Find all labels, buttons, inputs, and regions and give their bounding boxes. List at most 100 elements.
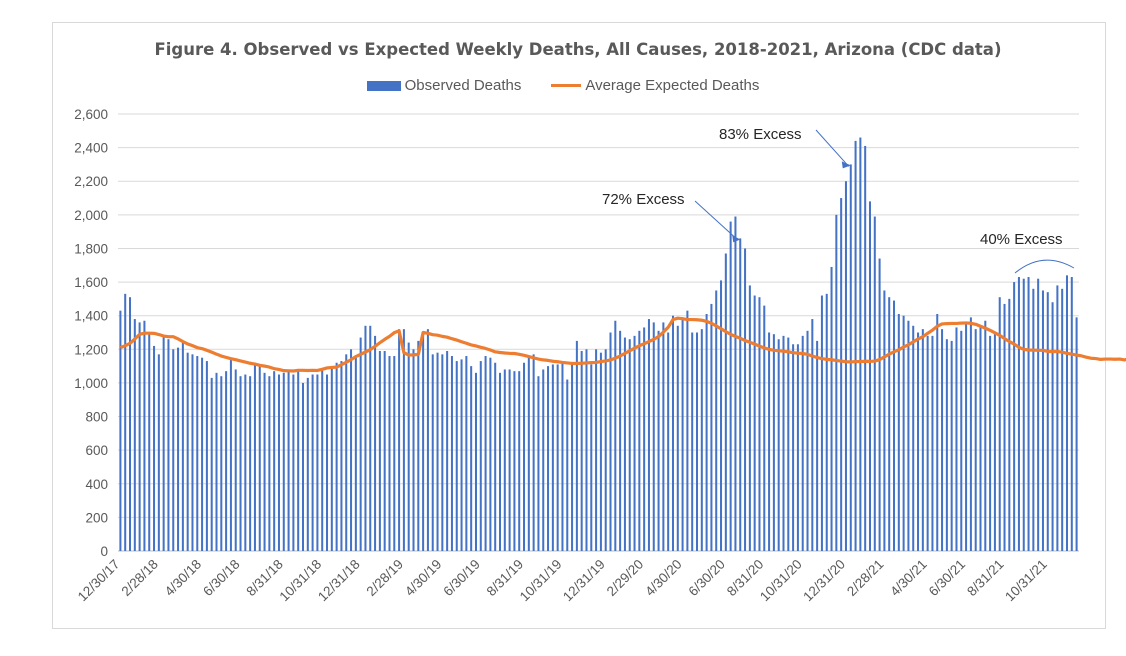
bar-observed <box>354 357 357 551</box>
bar-observed <box>652 322 655 551</box>
y-tick-label: 2,200 <box>74 174 108 189</box>
bar-observed <box>912 325 915 551</box>
bar-observed <box>595 349 598 551</box>
y-tick-label: 2,600 <box>74 107 108 122</box>
bar-observed <box>566 379 569 551</box>
bar-observed <box>556 364 559 551</box>
bar-observed <box>844 181 847 551</box>
x-tick-label: 2/28/21 <box>844 557 886 599</box>
bar-observed <box>667 332 670 551</box>
bar-observed <box>551 364 554 551</box>
bar-observed <box>330 366 333 551</box>
bar-observed <box>177 347 180 551</box>
bar-observed <box>508 369 511 551</box>
bar-observed <box>450 356 453 551</box>
bar-observed <box>720 280 723 551</box>
bar-observed <box>825 293 828 551</box>
bar-observed <box>705 314 708 551</box>
y-tick-label: 200 <box>85 510 108 525</box>
bar-observed <box>921 329 924 551</box>
bar-observed <box>695 332 699 551</box>
y-tick-label: 600 <box>85 443 108 458</box>
annotation-72-excess: 72% Excess <box>602 191 685 208</box>
bar-observed <box>148 332 151 551</box>
bar-observed <box>306 377 309 551</box>
bar-observed <box>374 335 377 551</box>
bar-observed <box>883 290 886 551</box>
bar-observed <box>268 376 271 551</box>
bar-observed <box>1027 277 1030 551</box>
bar-observed <box>623 337 626 551</box>
bar-observed <box>326 374 329 551</box>
bar-observed <box>1022 278 1025 551</box>
annotation-83-arrowhead <box>841 161 851 169</box>
bar-observed <box>888 297 891 551</box>
bar-observed <box>292 374 295 551</box>
bar-observed <box>811 319 814 551</box>
bar-observed <box>369 325 372 551</box>
legend-label-observed: Observed Deaths <box>404 77 522 94</box>
x-tick-label: 10/31/19 <box>517 557 565 605</box>
bar-observed <box>537 376 540 551</box>
bar-observed <box>772 334 775 551</box>
y-tick-label: 400 <box>85 477 108 492</box>
bar-observed <box>162 335 165 551</box>
bar-observed <box>436 352 439 551</box>
y-tick-label: 1,600 <box>74 275 108 290</box>
bar-observed <box>724 253 727 551</box>
x-tick-label: 4/30/18 <box>162 557 204 599</box>
legend-item-observed: Observed Deaths <box>366 77 522 94</box>
bar-observed <box>671 315 674 551</box>
bar-observed <box>489 357 492 551</box>
bar-observed <box>638 330 641 551</box>
bar-observed <box>998 297 1001 551</box>
bar-observed <box>205 361 208 551</box>
bar-observed <box>470 366 473 551</box>
bar-observed <box>479 361 482 551</box>
bar-observed <box>455 361 458 551</box>
bar-observed <box>220 376 223 551</box>
bar-observed <box>873 216 876 551</box>
bar-observed <box>402 329 405 551</box>
bar-observed <box>787 337 790 551</box>
bar-observed <box>1003 303 1006 551</box>
bar-observed <box>984 320 987 551</box>
bar-observed <box>777 339 780 551</box>
bar-observed <box>647 319 650 551</box>
bar-observed <box>431 354 434 551</box>
bar-observed <box>816 340 819 551</box>
bar-observed <box>350 349 353 551</box>
bar-observed <box>691 332 694 551</box>
bar-observed <box>950 340 953 551</box>
chart-title: Figure 4. Observed vs Expected Weekly De… <box>154 40 1002 59</box>
bar-observed <box>989 335 992 551</box>
bar-observed <box>258 366 261 551</box>
bar-observed <box>378 350 381 551</box>
bar-observed <box>297 371 300 551</box>
bar-observed <box>234 369 237 551</box>
bar-observed <box>763 305 766 551</box>
bar-observed <box>936 314 939 551</box>
x-tick-label: 8/31/21 <box>964 557 1006 599</box>
bar-observed <box>474 372 477 551</box>
x-tick-label: 4/30/19 <box>402 557 444 599</box>
legend-item-expected: Average Expected Deaths <box>551 77 759 94</box>
annotation-40-excess: 40% Excess <box>980 231 1063 248</box>
bar-observed <box>441 354 444 551</box>
bar-observed <box>792 344 795 551</box>
bar-observed <box>820 295 823 551</box>
bar-observed <box>965 322 968 551</box>
bar-observed <box>277 374 280 551</box>
bar-observed <box>460 359 463 551</box>
bar-observed <box>955 327 958 551</box>
x-tick-label: 12/31/19 <box>560 557 608 605</box>
bar-observed <box>806 330 809 551</box>
bar-observed <box>1008 298 1011 551</box>
bar-observed <box>878 258 881 551</box>
bar-observed <box>1041 290 1044 551</box>
bar-observed <box>383 350 386 551</box>
bar-observed <box>864 145 867 551</box>
bar-observed <box>484 356 487 551</box>
bar-observed <box>417 340 420 551</box>
bar-observed <box>157 354 160 551</box>
